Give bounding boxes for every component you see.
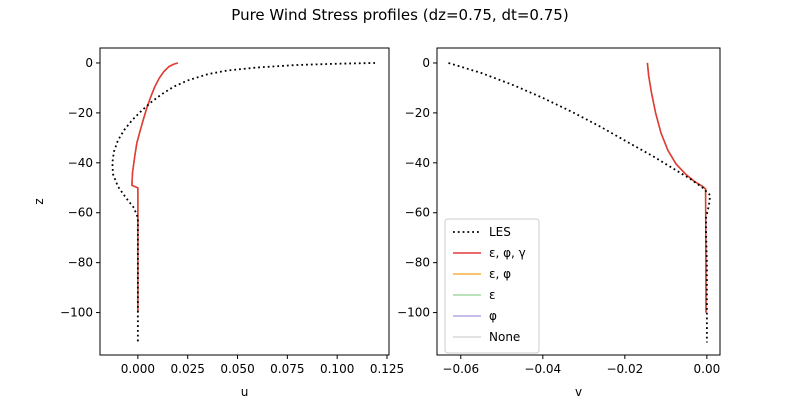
- y-tick-label: −20: [405, 106, 430, 120]
- right-subplot-v-profile: −0.06 −0.04 −0.02 0.00 −100 −80 −60 −40 −20 0 v LES…: [397, 47, 721, 399]
- x-tick-label: 0.100: [320, 362, 354, 376]
- y-tick-label: −40: [405, 156, 430, 170]
- legend-label-eps-phi: ε, φ: [489, 267, 511, 281]
- y-tick-label: 0: [422, 56, 430, 70]
- legend-label-les: LES: [489, 225, 511, 239]
- y-tick-label: −80: [68, 256, 93, 270]
- legend-label-eps-phi-gamma: ε, φ, γ: [489, 246, 526, 260]
- y-tick-label: 0: [85, 56, 93, 70]
- left-subplot-u-profile: 0.000 0.025 0.050 0.075 0.100 0.125 −100 −80 −60…: [32, 47, 404, 399]
- x-tick-label: 0.025: [171, 362, 205, 376]
- series-line-eps-phi-gamma: [131, 62, 178, 313]
- series-line-phi: [646, 62, 707, 313]
- y-tick-label: −100: [60, 306, 93, 320]
- series-line-les: [111, 62, 376, 343]
- legend-label-phi: φ: [489, 309, 497, 323]
- series-line-eps-phi: [131, 62, 178, 313]
- y-tick-label: −100: [397, 306, 430, 320]
- x-tick-label: −0.04: [524, 362, 561, 376]
- x-tick-label: 0.075: [270, 362, 304, 376]
- y-tick-label: −80: [405, 256, 430, 270]
- x-axis-label: v: [575, 385, 582, 399]
- series-line-phi: [131, 62, 178, 313]
- x-tick-label: 0.000: [121, 362, 155, 376]
- x-axis-label: u: [241, 385, 249, 399]
- figure-title: Pure Wind Stress profiles (dz=0.75, dt=0…: [231, 6, 568, 24]
- series-line-eps: [646, 62, 707, 313]
- y-tick-label: −60: [68, 206, 93, 220]
- legend-label-eps: ε: [489, 288, 496, 302]
- y-tick-label: −60: [405, 206, 430, 220]
- x-tick-label: 0.050: [220, 362, 254, 376]
- series-line-none: [646, 62, 707, 313]
- axes-frame: [436, 47, 721, 356]
- legend: LES ε, φ, γ ε, φ εφ None: [444, 218, 540, 354]
- x-tick-label: −0.06: [442, 362, 479, 376]
- x-tick-label: 0.00: [694, 362, 721, 376]
- x-tick-label: −0.02: [606, 362, 643, 376]
- series-line-les: [448, 62, 712, 343]
- legend-label-none: None: [489, 330, 520, 344]
- y-tick-label: −20: [68, 106, 93, 120]
- x-tick-label: 0.125: [370, 362, 404, 376]
- series-line-eps-phi: [646, 62, 707, 313]
- axes-frame: [99, 47, 390, 356]
- series-line-none: [131, 62, 178, 313]
- series-line-eps: [131, 62, 178, 313]
- y-axis-label: z: [32, 198, 46, 204]
- y-tick-label: −40: [68, 156, 93, 170]
- series-line-eps-phi-gamma: [646, 62, 707, 313]
